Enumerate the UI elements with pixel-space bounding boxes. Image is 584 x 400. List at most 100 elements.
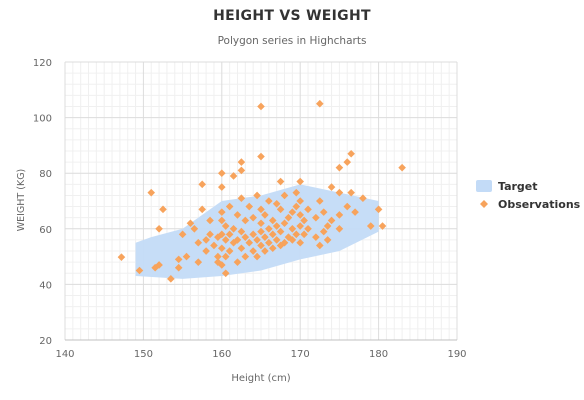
x-tick-label: 180 [369,349,388,360]
observation-point [284,213,293,222]
observation-point [276,177,285,186]
observation-point [335,188,344,197]
observation-point [312,233,320,241]
observation-point [198,180,206,189]
legend-item-observations[interactable]: Observations [480,198,581,211]
observation-point [225,247,234,255]
observation-point [233,258,242,266]
observation-point [147,188,156,197]
observation-point [229,172,238,180]
observation-point [304,205,312,214]
observation-point [218,261,226,269]
observation-point [265,238,273,247]
observation-point [268,216,277,225]
series-layer [117,99,406,283]
observation-point [265,225,273,233]
observation-point [206,216,214,225]
observation-point [257,219,265,228]
observation-point [374,205,383,214]
observation-point [241,233,250,241]
observation-point [304,225,312,233]
observation-point [206,230,214,239]
observation-point [186,219,195,228]
observation-point [268,244,277,253]
legend-observations-label: Observations [498,198,581,211]
observation-point [296,211,304,219]
observation-point [335,225,344,233]
observation-point [257,241,265,250]
observation-point [218,169,226,177]
observation-point [249,230,257,239]
observation-point [249,213,257,222]
observation-point [300,216,308,225]
observation-point [218,183,226,191]
observation-point [229,225,238,233]
observation-point [221,222,230,230]
observation-point [233,236,242,244]
observation-point [327,183,336,191]
observation-point [221,252,230,261]
observation-point [202,236,210,244]
observation-point [359,194,367,203]
observation-point [288,208,297,216]
legend-item-target[interactable]: Target [476,180,538,193]
observation-point [312,213,320,222]
observation-point [261,247,269,255]
observation-point [214,252,222,261]
observation-point [319,208,328,216]
observation-point [253,191,261,200]
observation-point [335,211,344,219]
observation-point [272,199,281,208]
x-tick-label: 190 [447,349,466,360]
observation-point [343,158,352,166]
observation-point [261,211,269,219]
observation-point [218,244,226,253]
observation-point [194,258,203,266]
observation-point [237,194,246,203]
x-axis-title: Height (cm) [231,373,290,384]
observation-point [288,225,297,233]
observation-point [288,236,297,244]
observation-point [272,236,281,244]
observation-point [155,225,163,233]
observation-point [214,233,222,241]
observation-point [253,236,261,244]
observation-point [237,158,246,166]
observation-point [221,269,230,278]
observation-point [218,230,226,239]
observation-point [366,222,375,230]
observation-point [378,222,387,230]
observation-point [221,236,230,244]
observation-point [300,230,308,239]
observation-point [323,222,332,230]
observation-point [327,216,336,225]
observation-point [257,227,265,236]
observation-point [117,253,126,261]
observation-point [398,163,406,172]
observation-point [296,222,304,230]
observation-point [296,197,304,205]
observation-point [198,205,206,214]
y-tick-label: 80 [39,169,52,180]
observation-point [190,225,199,233]
y-tick-label: 20 [39,336,52,347]
observation-point [249,247,257,255]
observation-point [245,202,254,211]
observation-point [319,227,328,236]
observation-point [347,149,355,158]
observation-point [210,241,218,250]
observation-point [135,266,144,275]
observation-point [218,208,226,216]
observation-point [316,241,324,250]
observation-point [296,238,304,247]
observation-point [280,191,289,200]
observation-point [225,230,234,239]
legend-target-label: Target [498,180,538,193]
x-tick-label: 170 [291,349,310,360]
observation-point [261,233,269,241]
observation-point [276,241,285,250]
chart-title: HEIGHT VS WEIGHT [213,8,371,24]
observation-point [292,230,301,239]
observation-point [316,99,324,108]
